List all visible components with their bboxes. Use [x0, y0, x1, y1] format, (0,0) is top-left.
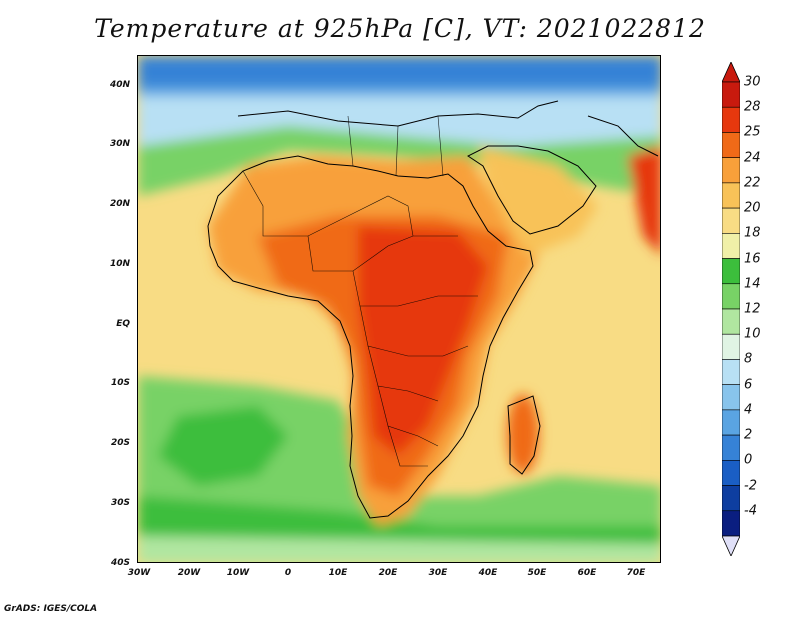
y-tick-label: 30N: [109, 139, 130, 149]
temperature-map: [137, 55, 661, 563]
x-tick-label: 50E: [527, 568, 547, 578]
country-borders: [242, 115, 478, 467]
x-tick-label: 60E: [577, 568, 597, 578]
y-tick-label: 20S: [110, 438, 130, 448]
y-tick-label: 40N: [109, 80, 130, 90]
temperature-field: [138, 56, 660, 562]
colorbar-label: -4: [744, 503, 757, 519]
x-tick-label: 30W: [127, 568, 151, 578]
colorbar-cell: [722, 233, 740, 259]
colorbar-label: 24: [744, 150, 761, 166]
colorbar-label: 0: [744, 452, 753, 468]
colorbar: [722, 62, 740, 556]
colorbar-cell: [722, 359, 740, 385]
y-tick-label: 10N: [109, 259, 130, 269]
colorbar-cell: [722, 132, 740, 158]
colorbar-under-triangle: [722, 535, 740, 556]
colorbar-label: 10: [744, 326, 761, 342]
x-tick-label: 30E: [428, 568, 448, 578]
map-canvas: [138, 56, 660, 562]
colorbar-over-triangle: [722, 62, 740, 83]
colorbar-label: 16: [744, 251, 761, 267]
colorbar-cell: [722, 485, 740, 512]
colorbar-cell: [722, 157, 740, 184]
colorbar-label: 18: [744, 225, 761, 241]
x-tick-label: 20E: [378, 568, 398, 578]
y-tick-label: EQ: [116, 319, 130, 329]
colorbar-cell: [722, 384, 740, 411]
colorbar-label: 28: [744, 99, 761, 115]
map-title: Temperature at 925hPa [C], VT: 202102281…: [94, 14, 706, 43]
y-tick-label: 10S: [110, 378, 130, 388]
colorbar-label: 2: [744, 427, 753, 443]
colorbar-label: 12: [744, 301, 761, 317]
y-tick-label: 40S: [110, 558, 130, 568]
colorbar-label: -2: [744, 478, 757, 494]
colorbar-cell: [722, 510, 740, 537]
colorbar-cell: [722, 460, 740, 486]
colorbar-cell: [722, 182, 740, 209]
y-tick-label: 30S: [110, 498, 130, 508]
colorbar-cell: [722, 258, 740, 285]
colorbar-cell: [722, 81, 740, 108]
colorbar-label: 8: [744, 351, 753, 367]
colorbar-label: 6: [744, 377, 753, 393]
footer-credit: GrADS: IGES/COLA: [4, 604, 98, 614]
colorbar-label: 4: [744, 402, 753, 418]
colorbar-cell: [722, 207, 740, 234]
colorbar-label: 25: [744, 124, 761, 140]
colorbar-label: 22: [744, 175, 761, 191]
colorbar-cell: [722, 333, 740, 360]
x-tick-label: 40E: [478, 568, 498, 578]
colorbar-label: 30: [744, 74, 761, 90]
colorbar-cell: [722, 308, 740, 335]
x-tick-label: 10E: [328, 568, 348, 578]
x-tick-label: 10W: [226, 568, 250, 578]
colorbar-cell: [722, 409, 740, 436]
colorbar-cell: [722, 106, 740, 133]
x-tick-label: 70E: [626, 568, 646, 578]
x-tick-label: 0: [284, 568, 292, 578]
colorbar-cell: [722, 434, 740, 461]
colorbar-label: 20: [744, 200, 761, 216]
colorbar-cell: [722, 283, 740, 310]
y-tick-label: 20N: [109, 199, 130, 209]
colorbar-label: 14: [744, 276, 761, 292]
x-tick-label: 20W: [177, 568, 201, 578]
